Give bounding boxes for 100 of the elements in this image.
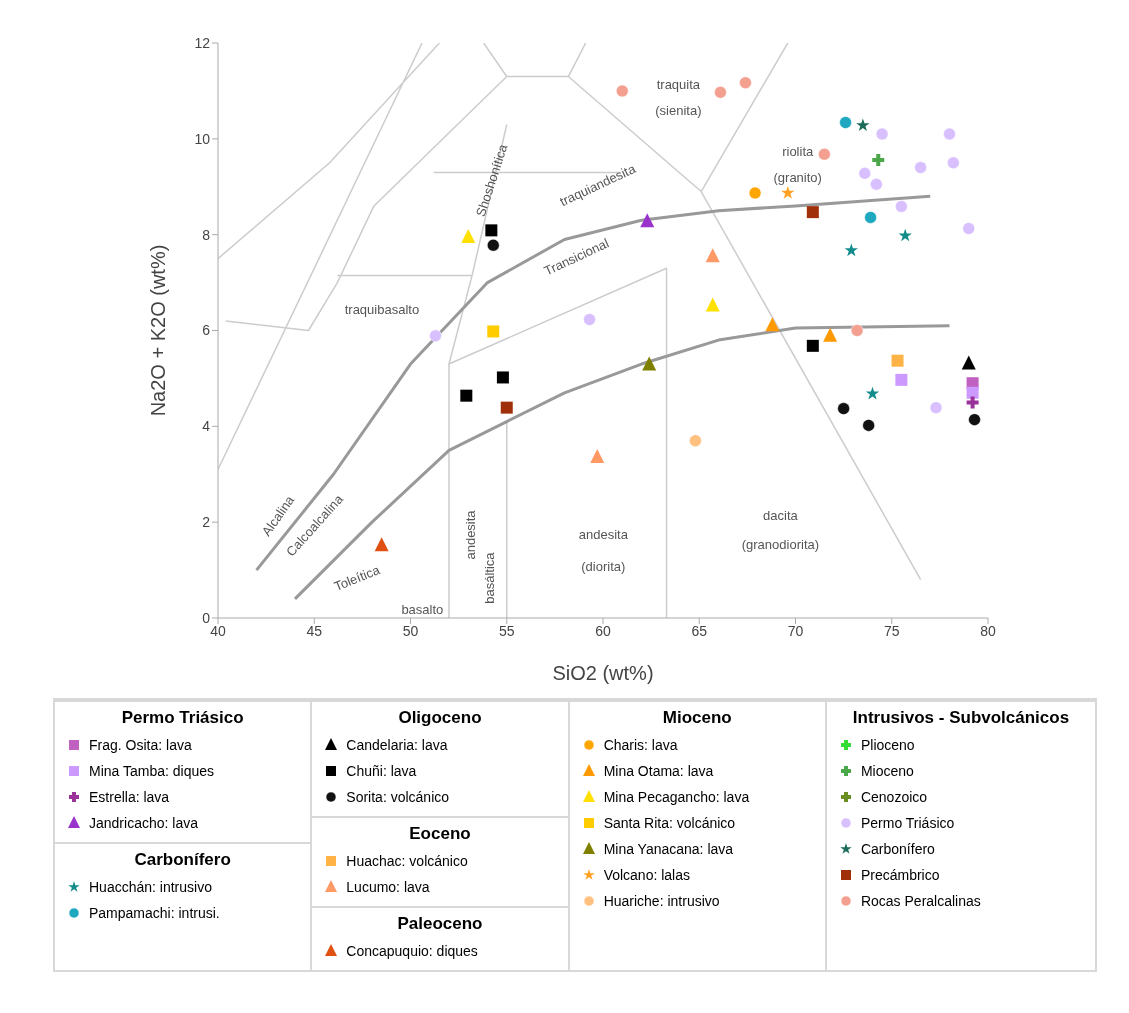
point bbox=[895, 200, 908, 213]
annotation: basáltica bbox=[482, 551, 498, 604]
x-tick-label: 65 bbox=[691, 622, 708, 639]
legend-label: Frag. Osita: lava bbox=[89, 737, 192, 753]
point bbox=[865, 386, 880, 400]
point bbox=[961, 355, 976, 370]
x-tick-label: 55 bbox=[498, 622, 515, 639]
point bbox=[856, 118, 870, 132]
point bbox=[862, 419, 875, 432]
point bbox=[870, 178, 883, 191]
annotation: (diorita) bbox=[581, 558, 626, 574]
annotation: Toleítica bbox=[331, 561, 383, 594]
point bbox=[590, 449, 605, 463]
legend-label: Plioceno bbox=[860, 737, 915, 753]
y-tick-label: 8 bbox=[202, 226, 211, 243]
text: Paleoceno bbox=[396, 914, 484, 934]
legend-label: Lucumo: lava bbox=[346, 879, 430, 895]
legend-label: Santa Rita: volcánico bbox=[603, 815, 736, 831]
point bbox=[583, 313, 596, 326]
y-tick-label: 6 bbox=[202, 322, 211, 339]
x-tick-label: 70 bbox=[787, 622, 804, 639]
annotation: traquita bbox=[656, 77, 701, 93]
point bbox=[806, 206, 819, 219]
text: Eoceno bbox=[408, 824, 472, 844]
point bbox=[642, 356, 657, 371]
x-tick-label: 75 bbox=[883, 622, 900, 639]
point bbox=[875, 127, 889, 141]
point bbox=[914, 161, 927, 174]
point bbox=[460, 389, 473, 402]
legend-label: Huacchán: intrusivo bbox=[89, 879, 212, 895]
point bbox=[765, 317, 780, 332]
annotation: (sienita) bbox=[655, 103, 702, 119]
legend-label: Precámbrico bbox=[860, 867, 940, 883]
legend-label: Cenozoico bbox=[860, 789, 928, 805]
legend-label: Candelaria: lava bbox=[346, 737, 448, 753]
point bbox=[487, 238, 500, 252]
legend-label: Huariche: intrusivo bbox=[603, 893, 720, 909]
point bbox=[616, 84, 629, 98]
point bbox=[943, 127, 956, 141]
legend-label: Rocas Peralcalinas bbox=[860, 893, 981, 909]
legend-label: Mina Pecagancho: lava bbox=[603, 789, 750, 805]
point bbox=[968, 413, 981, 426]
point bbox=[858, 167, 872, 180]
legend-label: Mina Yanacana: lava bbox=[603, 841, 734, 857]
point bbox=[461, 229, 476, 244]
point bbox=[500, 401, 513, 414]
text: Mioceno bbox=[661, 708, 733, 728]
y-axis-title: Na2O + K2O (wt%) bbox=[147, 244, 170, 417]
point bbox=[374, 537, 389, 552]
point bbox=[818, 147, 831, 161]
point bbox=[485, 224, 498, 237]
annotation: basalto bbox=[401, 601, 444, 617]
legend-label: Chuñi: lava bbox=[346, 763, 417, 779]
point bbox=[640, 213, 655, 228]
y-tick-label: 12 bbox=[194, 34, 211, 51]
legend-label: Mioceno bbox=[860, 763, 914, 779]
annotation: (granito) bbox=[773, 170, 822, 186]
annotation: traquibasalto bbox=[344, 302, 420, 318]
text: Carbonífero bbox=[133, 850, 232, 870]
legend-label: Charis: lava bbox=[603, 737, 678, 753]
point bbox=[966, 386, 979, 399]
point bbox=[929, 401, 943, 414]
text: Permo Triásico bbox=[120, 708, 245, 728]
point bbox=[962, 222, 975, 235]
y-tick-label: 10 bbox=[194, 130, 211, 147]
legend-label: Volcano: lalas bbox=[603, 867, 691, 883]
point bbox=[429, 329, 442, 343]
point bbox=[487, 325, 500, 338]
point bbox=[714, 86, 727, 99]
point bbox=[839, 116, 852, 129]
point bbox=[898, 228, 912, 242]
point bbox=[689, 434, 702, 447]
point bbox=[496, 371, 509, 384]
x-tick-label: 60 bbox=[595, 622, 611, 639]
legend-label: Jandricacho: lava bbox=[89, 815, 198, 831]
x-tick-label: 50 bbox=[402, 622, 419, 639]
x-axis-title: SiO2 (wt%) bbox=[552, 662, 654, 684]
y-tick-label: 2 bbox=[202, 514, 211, 531]
annotation: riolita bbox=[782, 144, 815, 160]
text: Intrusivos - Subvolcánicos bbox=[851, 708, 1071, 728]
legend-label: Estrella: lava bbox=[89, 789, 170, 805]
point bbox=[964, 394, 981, 411]
point bbox=[844, 243, 858, 257]
legend-label: Concapuquio: diques bbox=[346, 943, 478, 959]
point bbox=[823, 327, 838, 342]
point bbox=[806, 339, 819, 352]
annotation: dacita bbox=[763, 508, 799, 524]
point bbox=[705, 297, 720, 312]
point bbox=[895, 373, 908, 386]
point bbox=[850, 324, 864, 337]
text: Oligoceno bbox=[397, 708, 483, 728]
annotation: andesita bbox=[578, 527, 629, 543]
legend-label: Mina Tamba: diques bbox=[89, 763, 215, 779]
legend-label: Pampamachi: intrusi. bbox=[89, 905, 220, 921]
y-tick-label: 0 bbox=[202, 609, 211, 626]
x-tick-label: 40 bbox=[210, 622, 226, 639]
x-tick-label: 45 bbox=[306, 622, 323, 639]
point bbox=[947, 156, 960, 170]
legend-label: Mina Otama: lava bbox=[603, 763, 714, 779]
annotation: (granodiorita) bbox=[741, 537, 820, 553]
